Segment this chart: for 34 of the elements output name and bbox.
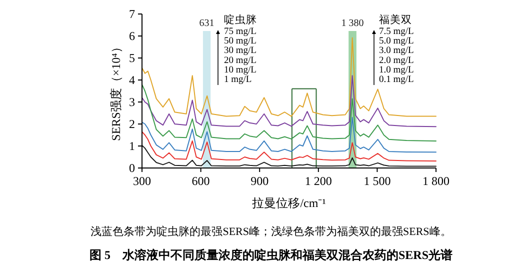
annotation: 1.0 mg/L bbox=[379, 65, 414, 76]
x-axis-title: 拉曼位移/cm⁻¹ bbox=[252, 196, 326, 210]
x-tick-label: 900 bbox=[250, 174, 269, 188]
band-label: 631 bbox=[199, 18, 214, 29]
y-tick-label: 3 bbox=[129, 95, 135, 109]
x-tick-label: 1 200 bbox=[304, 174, 332, 188]
y-axis-title: SERS强度（×10⁴） bbox=[109, 41, 123, 141]
annotation: 啶虫脒 bbox=[224, 13, 257, 26]
x-tick-label: 1 800 bbox=[422, 174, 450, 188]
annotation: 0.1 mg/L bbox=[379, 75, 414, 85]
band-label: 1 380 bbox=[341, 18, 364, 29]
x-tick-label: 300 bbox=[133, 174, 151, 188]
annotation: 5.0 mg/L bbox=[379, 36, 414, 47]
y-tick-label: 5 bbox=[129, 51, 135, 65]
x-tick-label: 600 bbox=[192, 174, 210, 188]
annotation: 10 mg/L bbox=[224, 65, 257, 76]
annotation: 3.0 mg/L bbox=[379, 46, 414, 56]
annotation: 7.5 mg/L bbox=[379, 27, 414, 37]
y-tick-label: 7 bbox=[129, 7, 135, 21]
y-tick-label: 0 bbox=[129, 161, 135, 175]
y-tick-label: 6 bbox=[129, 29, 135, 43]
annotation: 30 mg/L bbox=[224, 46, 257, 56]
y-tick-label: 1 bbox=[129, 139, 135, 153]
text: 浅蓝色条带为啶虫脒的最强SERS峰；浅绿色条带为福美双的最强SERS峰。 bbox=[90, 225, 452, 238]
y-tick-label: 4 bbox=[129, 73, 135, 87]
annotation: 75 mg/L bbox=[224, 27, 257, 37]
annotation: 50 mg/L bbox=[224, 36, 257, 47]
annotation: 福美双 bbox=[379, 13, 412, 26]
annotation: 20 mg/L bbox=[224, 56, 257, 66]
annotation: 2.0 mg/L bbox=[379, 56, 414, 66]
annotation: 1 mg/L bbox=[224, 75, 252, 85]
y-tick-label: 2 bbox=[129, 117, 135, 131]
text: 图 5 水溶液中不同质量浓度的啶虫脒和福美双混合农药的SERS光谱 bbox=[89, 248, 453, 262]
x-tick-label: 1 500 bbox=[364, 174, 391, 188]
